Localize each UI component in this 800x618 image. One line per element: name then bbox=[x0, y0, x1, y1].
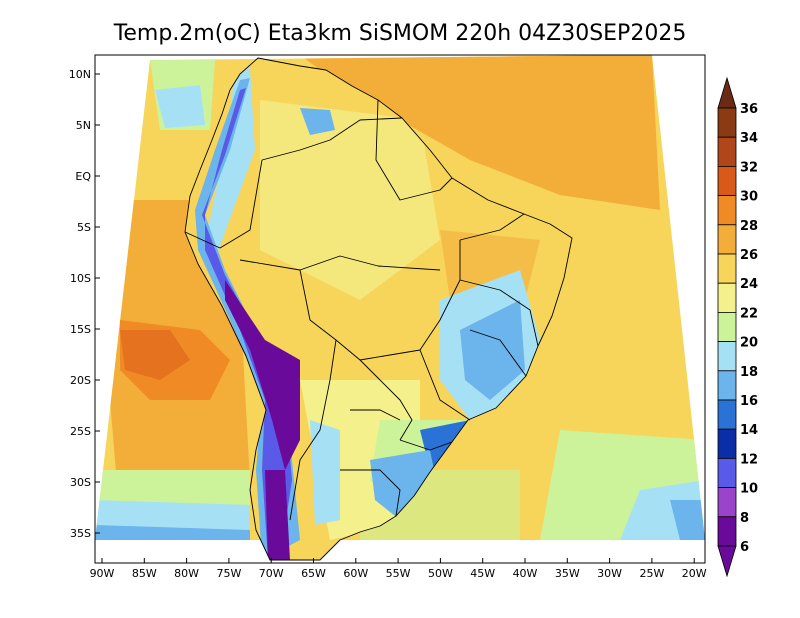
y-tick-label: 5S bbox=[77, 221, 91, 234]
y-tick-label: 30S bbox=[70, 476, 91, 489]
colorbar-segment bbox=[717, 195, 737, 226]
x-tick-label: 30W bbox=[597, 567, 622, 580]
colorbar-label: 14 bbox=[740, 423, 758, 438]
colorbar-label: 34 bbox=[740, 131, 758, 146]
country-borders bbox=[184, 57, 573, 561]
colorbar-label: 22 bbox=[740, 306, 758, 321]
x-tick-label: 40W bbox=[513, 567, 538, 580]
colorbar-label: 10 bbox=[740, 482, 758, 497]
colorbar-segment bbox=[717, 107, 737, 138]
x-tick-label: 90W bbox=[90, 567, 115, 580]
colorbar-top-arrow bbox=[717, 76, 737, 109]
map-title: Temp.2m(oC) Eta3km SiSMOM 220h 04Z30SEP2… bbox=[113, 21, 687, 46]
x-tick-label: 65W bbox=[301, 567, 326, 580]
x-tick-label: 75W bbox=[216, 567, 241, 580]
colorbar-label: 36 bbox=[740, 102, 758, 117]
plot-area bbox=[95, 55, 705, 563]
x-tick-label: 70W bbox=[259, 567, 284, 580]
colorbar-segment bbox=[717, 428, 737, 459]
y-tick-label: 35S bbox=[70, 527, 91, 540]
x-tick-label: 45W bbox=[470, 567, 495, 580]
x-tick-label: 25W bbox=[639, 567, 664, 580]
colorbar-segment bbox=[717, 457, 737, 488]
colorbar-label: 20 bbox=[740, 336, 758, 351]
colorbar-segment bbox=[717, 311, 737, 342]
x-tick-label: 80W bbox=[174, 567, 199, 580]
colorbar-label: 30 bbox=[740, 190, 758, 205]
colorbar-label: 28 bbox=[740, 219, 758, 234]
colorbar-segment bbox=[717, 136, 737, 167]
colorbar-label: 24 bbox=[740, 277, 758, 292]
colorbar-segment bbox=[717, 516, 737, 547]
y-tick-label: EQ bbox=[75, 170, 91, 183]
colorbar-label: 26 bbox=[740, 248, 758, 263]
y-tick-label: 10N bbox=[69, 68, 91, 81]
colorbar-label: 18 bbox=[740, 365, 758, 380]
y-tick-label: 15S bbox=[70, 323, 91, 336]
colorbar-bottom-arrow bbox=[717, 545, 737, 578]
colorbar-segment bbox=[717, 487, 737, 518]
y-tick-label: 20S bbox=[70, 374, 91, 387]
map-frame bbox=[94, 54, 706, 564]
colorbar-segment bbox=[717, 253, 737, 284]
colorbar-label: 8 bbox=[740, 511, 749, 526]
colorbar-segment bbox=[717, 399, 737, 430]
colorbar-label: 16 bbox=[740, 394, 758, 409]
colorbar: 36 34 32 30 28 26 24 22 20 18 16 14 12 10 8 6 bbox=[717, 76, 758, 578]
y-tick-label: 10S bbox=[70, 272, 91, 285]
colorbar-label: 32 bbox=[740, 160, 758, 175]
colorbar-label: 12 bbox=[740, 452, 758, 467]
x-tick-label: 50W bbox=[428, 567, 453, 580]
y-tick-label: 5N bbox=[76, 119, 91, 132]
colorbar-segment bbox=[717, 165, 737, 196]
x-tick-label: 35W bbox=[555, 567, 580, 580]
x-tick-label: 20W bbox=[682, 567, 707, 580]
colorbar-segment bbox=[717, 370, 737, 401]
colorbar-segment bbox=[717, 282, 737, 313]
y-tick-label: 25S bbox=[70, 425, 91, 438]
colorbar-segment bbox=[717, 224, 737, 255]
y-axis: 10N 5N EQ 5S 10S 15S 20S 25S 30S 35S bbox=[69, 68, 100, 540]
x-tick-label: 55W bbox=[386, 567, 411, 580]
colorbar-label: 6 bbox=[740, 540, 749, 555]
x-axis: 90W 85W 80W 75W 70W 65W 60W 55W 50W 45W 40W 35W 30W 2… bbox=[90, 558, 707, 580]
x-tick-label: 60W bbox=[343, 567, 368, 580]
x-tick-label: 85W bbox=[132, 567, 157, 580]
colorbar-segment bbox=[717, 341, 737, 372]
